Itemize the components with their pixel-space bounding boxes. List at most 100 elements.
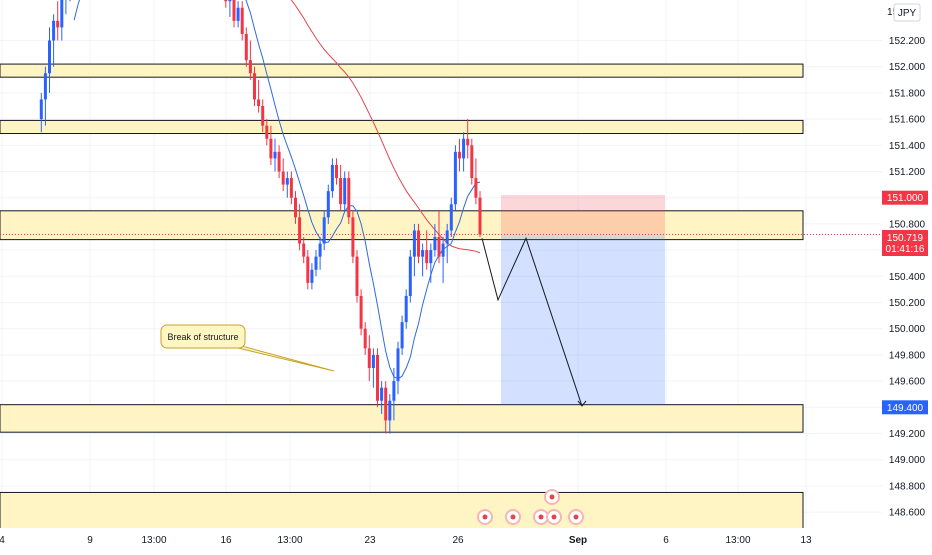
y-axis-bg — [882, 0, 932, 550]
candle-body — [232, 0, 236, 21]
y-tick-label: 151.800 — [889, 88, 926, 99]
y-tick-label: 148.800 — [889, 481, 926, 492]
x-tick-label: 13 — [800, 535, 812, 546]
annotation: Break of structure — [160, 324, 335, 372]
projection-arrowhead — [577, 400, 587, 407]
candle-body — [339, 178, 343, 205]
candle-body — [335, 164, 338, 179]
candle-body — [298, 217, 302, 244]
x-axis[interactable]: 4 9 13:00 16 13:00 23 26 Sep 6 13:00 13 — [0, 528, 882, 550]
candle-body — [408, 256, 412, 296]
candle-body — [302, 243, 306, 257]
candle-body — [228, 0, 232, 2]
candle-body — [43, 73, 47, 100]
candle-body — [322, 217, 326, 244]
y-tick-label: 149.800 — [889, 350, 926, 361]
candle-body — [347, 178, 351, 218]
x-axis-bg — [0, 528, 882, 550]
candle-body — [441, 243, 445, 257]
candle-body — [289, 178, 293, 198]
zone-rect — [0, 63, 804, 78]
x-tick-label: Sep — [569, 535, 587, 546]
y-tick-label: 149.600 — [889, 377, 926, 388]
annotation-text: Break of structure — [167, 332, 238, 342]
event-marker-dot — [573, 514, 579, 520]
currency-badge[interactable]: 15 JPY — [882, 0, 932, 22]
event-marker-dot — [551, 514, 557, 520]
candle-body — [404, 295, 408, 323]
candle-body — [236, 7, 240, 21]
candle-body — [355, 256, 359, 296]
y-tick-label: 150.200 — [889, 298, 926, 309]
candles — [39, 0, 482, 434]
price-label-text: 151.000 — [887, 193, 924, 204]
candle-body — [412, 230, 416, 257]
y-tick-label: 151.400 — [889, 141, 926, 152]
candle-body — [433, 237, 437, 251]
candle-body — [458, 151, 461, 159]
y-tick-label: 148.600 — [889, 508, 926, 519]
zones — [0, 63, 804, 530]
y-axis[interactable]: 152.200 152.000 151.800 151.600 151.400 151.2… — [882, 0, 932, 550]
x-tick-label: 13:00 — [725, 535, 750, 546]
candle-body — [52, 20, 56, 41]
current-price-text: 150.719 — [887, 233, 924, 244]
candle-body — [248, 60, 252, 74]
candle-body — [421, 250, 425, 257]
y-tick-label: 151.600 — [889, 115, 926, 126]
candle-body — [470, 145, 474, 179]
candle-body — [261, 106, 265, 126]
candle-body — [56, 20, 60, 28]
candle-body — [359, 295, 363, 329]
annotation-box — [160, 324, 246, 349]
candle-body — [478, 197, 482, 235]
top-label-partial: 15 — [887, 7, 899, 18]
candle-body — [367, 348, 371, 368]
candle-body — [326, 191, 330, 218]
candle-body — [330, 164, 334, 192]
zone-rect — [0, 491, 804, 530]
short-position-tool[interactable] — [0, 195, 882, 405]
candle-body — [281, 171, 285, 185]
candle-body — [376, 354, 379, 401]
candle-body — [396, 348, 400, 382]
candle-body — [318, 243, 322, 257]
candle-body — [269, 138, 273, 159]
y-tick-label: 151.200 — [889, 167, 926, 178]
candle-body — [240, 7, 244, 34]
candle-body — [392, 381, 396, 401]
x-tick-label: 6 — [663, 535, 669, 546]
y-tick-label: 150.000 — [889, 324, 926, 335]
y-tick-label: 150.400 — [889, 272, 926, 283]
candle-body — [224, 0, 228, 2]
candle-body — [466, 138, 470, 146]
countdown-text: 01:41:16 — [886, 244, 925, 255]
candle-body — [253, 73, 256, 100]
candle-body — [425, 250, 429, 264]
candle-body — [306, 256, 310, 283]
zone-rect — [0, 404, 804, 433]
candle-body — [445, 230, 449, 244]
y-tick-label: 152.200 — [889, 36, 926, 47]
currency-label: JPY — [898, 8, 917, 19]
economic-events[interactable] — [477, 489, 584, 525]
candle-body — [417, 230, 420, 257]
annotation-pointer — [237, 344, 335, 372]
event-marker-dot — [482, 514, 488, 520]
moving-averages — [73, 0, 481, 380]
candle-body — [388, 400, 392, 421]
y-tick-label: 149.200 — [889, 429, 926, 440]
x-tick-label: 4 — [0, 535, 5, 546]
y-tick-label: 149.000 — [889, 455, 926, 466]
candle-body — [343, 178, 347, 205]
candle-body — [363, 328, 367, 349]
event-marker-dot — [510, 514, 516, 520]
price-label-text: 149.400 — [887, 403, 924, 414]
event-marker-dot — [538, 514, 544, 520]
grid — [0, 0, 882, 528]
candle-body — [257, 99, 261, 106]
projection-line — [481, 236, 583, 407]
x-tick-label: 26 — [452, 535, 464, 546]
ma-blue-line — [73, 0, 481, 380]
